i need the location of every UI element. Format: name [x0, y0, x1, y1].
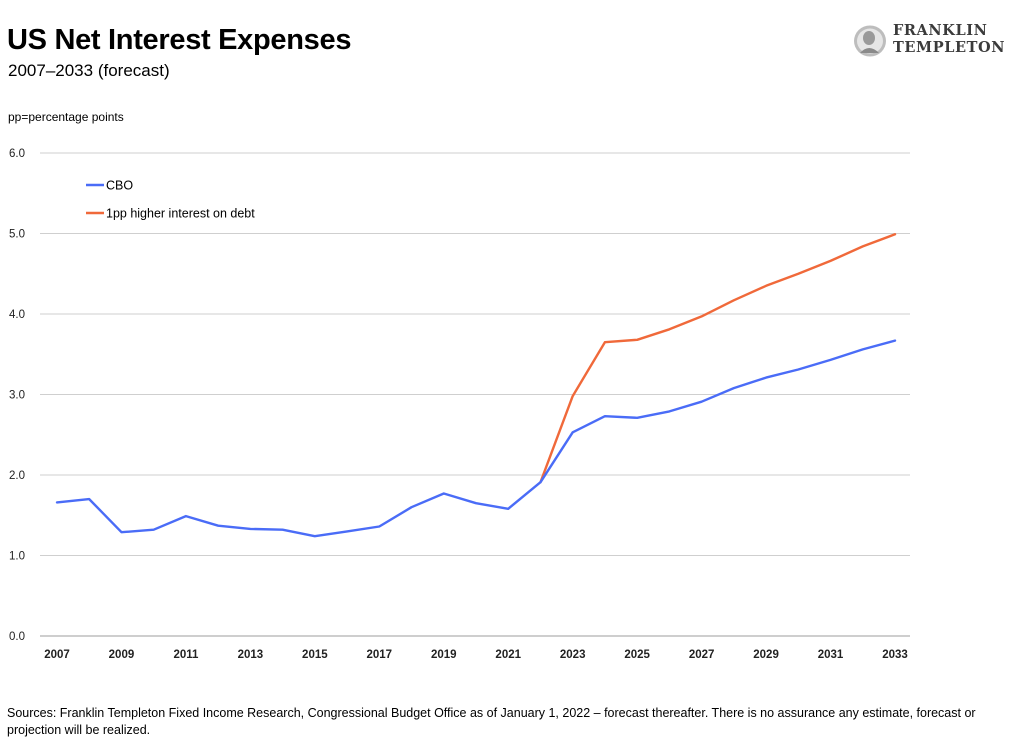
legend-label: CBO — [106, 179, 133, 193]
line-chart: 0.01.02.03.04.05.06.0 2007 2009 2011 2013 20… — [9, 148, 910, 661]
x-tick-label: 2013 — [238, 649, 264, 661]
y-tick-label: 0.0 — [9, 631, 25, 643]
franklin-templeton-logo: FRANKLIN TEMPLETON — [852, 21, 1022, 61]
y-tick-label: 2.0 — [9, 470, 25, 482]
x-tick-label: 2019 — [431, 649, 457, 661]
x-axis-ticks: 2007 2009 2011 2013 2015 2017 2019 2021 2023 2025… — [44, 649, 908, 661]
x-tick-label: 2029 — [753, 649, 779, 661]
franklin-portrait-icon — [854, 25, 886, 57]
x-tick-label: 2011 — [173, 649, 199, 661]
gridlines — [40, 152, 910, 637]
x-tick-label: 2025 — [624, 649, 650, 661]
logo-line-2: TEMPLETON — [893, 39, 1006, 56]
x-tick-label: 2017 — [367, 649, 393, 661]
series-lines — [55, 233, 897, 538]
x-tick-label: 2021 — [495, 649, 521, 661]
y-tick-label: 6.0 — [9, 148, 25, 160]
chart-subtitle: 2007–2033 (forecast) — [8, 61, 170, 80]
legend-label: 1pp higher interest on debt — [106, 207, 255, 221]
logo-line-1: FRANKLIN — [893, 22, 988, 39]
y-tick-label: 4.0 — [9, 309, 25, 321]
y-axis-ticks: 0.0 1.0 2.0 3.0 4.0 5.0 6.0 — [9, 148, 25, 643]
y-tick-label: 1.0 — [9, 551, 25, 563]
x-tick-label: 2007 — [44, 649, 70, 661]
x-tick-label: 2015 — [302, 649, 328, 661]
legend: CBO 1pp higher interest on debt — [86, 179, 255, 221]
source-note: Sources: Franklin Templeton Fixed Income… — [7, 706, 976, 737]
x-tick-label: 2031 — [818, 649, 844, 661]
units-note: pp=percentage points — [8, 110, 124, 124]
series-line-higher-interest — [539, 233, 897, 484]
x-tick-label: 2027 — [689, 649, 715, 661]
y-tick-label: 5.0 — [9, 229, 25, 241]
y-tick-label: 3.0 — [9, 390, 25, 402]
series-line-cbo — [55, 339, 897, 538]
x-tick-label: 2033 — [882, 649, 908, 661]
x-tick-label: 2009 — [109, 649, 135, 661]
chart-title: US Net Interest Expenses — [7, 24, 352, 56]
x-tick-label: 2023 — [560, 649, 586, 661]
